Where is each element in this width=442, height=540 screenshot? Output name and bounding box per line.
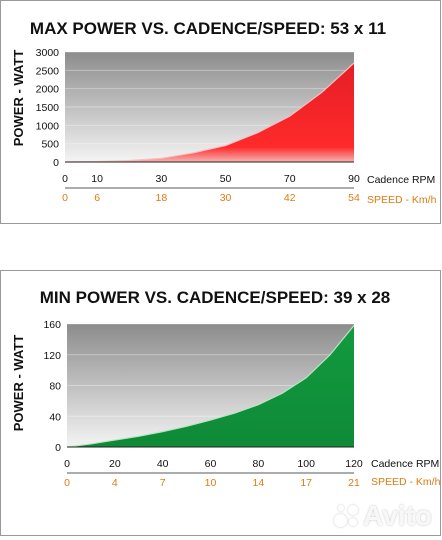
x-tick-label: 0 (62, 173, 68, 185)
x-tick-label: 60 (205, 458, 217, 470)
y-axis-label: POWER - WATT (11, 335, 26, 432)
x-tick-label: 100 (297, 458, 315, 470)
y-tick-label: 80 (49, 381, 61, 393)
y-axis-label: POWER - WATT (11, 50, 26, 147)
avito-logo-icon (334, 503, 360, 529)
y-tick-label: 1000 (36, 120, 60, 132)
speed-tick-label: 10 (205, 477, 217, 489)
plot-area: 0500100015002000250030000010630185030704… (36, 47, 360, 204)
y-tick-label: 0 (53, 157, 59, 169)
speed-tick-label: 4 (112, 477, 118, 489)
power-area-series (67, 325, 354, 447)
speed-tick-label: 17 (300, 477, 312, 489)
avito-watermark: Avito (334, 500, 432, 532)
x2-axis-label: SPEED - Km/h (367, 194, 437, 206)
x-tick-label: 20 (109, 458, 121, 470)
speed-tick-label: 7 (160, 477, 166, 489)
x-axis-label: Cadence RPM (371, 458, 439, 470)
x-tick-label: 70 (284, 173, 296, 185)
speed-tick-label: 54 (348, 192, 360, 204)
x-tick-label: 10 (91, 173, 103, 185)
y-tick-label: 2000 (36, 84, 60, 96)
watermark-text: Avito (363, 500, 432, 531)
y-tick-label: 3000 (36, 47, 60, 59)
y-tick-label: 500 (41, 139, 59, 151)
power-curve-line (66, 325, 355, 448)
x2-axis-label: SPEED - Km/h (371, 476, 441, 488)
speed-tick-label: 21 (348, 477, 360, 489)
x-tick-label: 40 (157, 458, 169, 470)
x-tick-label: 30 (155, 173, 167, 185)
speed-tick-label: 0 (62, 192, 68, 204)
chart-panel-min-power: MIN POWER VS. CADENCE/SPEED: 39 x 28 POW… (0, 270, 441, 536)
speed-tick-label: 14 (252, 477, 264, 489)
y-tick-label: 40 (49, 411, 61, 423)
power-curve-line (64, 62, 355, 163)
x-tick-label: 50 (220, 173, 232, 185)
y-tick-label: 120 (43, 350, 61, 362)
chart-title: MAX POWER VS. CADENCE/SPEED: 53 x 11 (30, 19, 386, 38)
y-tick-label: 1500 (36, 102, 60, 114)
speed-tick-label: 30 (220, 192, 232, 204)
power-area-series (65, 63, 354, 162)
x-tick-label: 90 (348, 173, 360, 185)
speed-tick-label: 18 (155, 192, 167, 204)
max-power-chart: MAX POWER VS. CADENCE/SPEED: 53 x 11 POW… (11, 19, 437, 206)
y-tick-label: 160 (43, 319, 61, 331)
speed-tick-label: 0 (64, 477, 70, 489)
speed-tick-label: 6 (94, 192, 100, 204)
x-tick-label: 80 (252, 458, 264, 470)
min-power-chart: MIN POWER VS. CADENCE/SPEED: 39 x 28 POW… (11, 288, 441, 489)
chart-title: MIN POWER VS. CADENCE/SPEED: 39 x 28 (40, 288, 390, 307)
y-tick-label: 0 (55, 442, 61, 454)
x-tick-label: 120 (345, 458, 363, 470)
y-tick-label: 2500 (36, 65, 60, 77)
x-axis-label: Cadence RPM (367, 174, 435, 186)
x-tick-label: 0 (64, 458, 70, 470)
speed-tick-label: 42 (284, 192, 296, 204)
chart-panel-max-power: MAX POWER VS. CADENCE/SPEED: 53 x 11 POW… (0, 0, 441, 224)
